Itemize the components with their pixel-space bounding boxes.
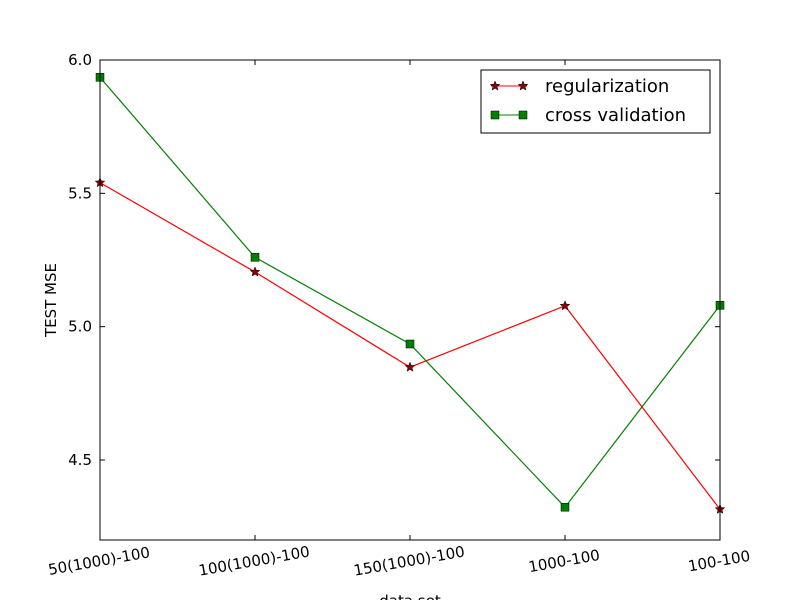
legend: regularization cross validation [480,69,711,134]
y-ticks: 6.0 5.5 5.0 4.5 [68,51,720,469]
plot-frame [99,59,721,541]
x-axis-label: data set [379,592,441,600]
legend-marker-regularization [489,80,501,91]
y-tick-label: 6.0 [68,51,92,69]
legend-label-cross-validation: cross validation [545,105,686,126]
data-point [249,266,261,277]
x-tick-label: 150(1000)-100 [352,542,466,579]
y-tick-label: 5.5 [68,184,92,202]
y-axis-label: TEST MSE [42,263,60,338]
data-point [405,339,415,349]
x-tick-label: 100(1000)-100 [197,542,311,579]
series-lines [99,76,721,510]
data-point [560,502,570,512]
legend-label-regularization: regularization [545,76,669,97]
x-tick-label: 100-100 [687,547,752,576]
legend-marker-regularization [517,80,529,91]
legend-markers [489,80,529,120]
series-markers [94,73,726,514]
series-line-1 [99,76,721,509]
legend-box [480,69,711,134]
data-point [250,253,260,262]
y-tick-label: 4.5 [68,451,92,469]
y-tick-label: 5.0 [68,318,92,336]
x-tick-label: 50(1000)-100 [47,543,152,579]
data-point [404,361,416,372]
legend-marker-cross-validation [518,110,528,120]
legend-marker-cross-validation [490,110,500,120]
x-tick-label: 1000-100 [527,546,601,576]
data-point [559,300,571,311]
